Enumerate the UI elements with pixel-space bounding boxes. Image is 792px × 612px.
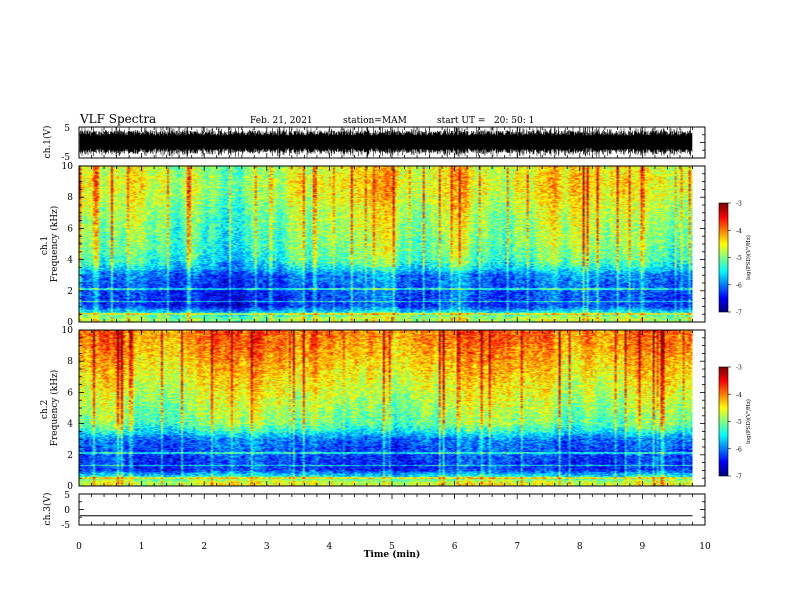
ch3-waveform-ylabel: ch.3(V) (42, 493, 53, 526)
ch2-spectrogram-ylabel: ch.2 Frequency (kHz) (40, 370, 60, 447)
figure-title: VLF Spectra (79, 112, 156, 126)
frequency-tick-label: 10 (62, 162, 74, 172)
colorbar-label: log(PSD)(V²/Hz) (745, 399, 752, 444)
ch2-frequency-tick-labels: 0 2 4 6 8 10 (62, 326, 74, 492)
start-time-label: start UT = 20: 50: 1 (437, 116, 534, 126)
time-tick-label: 2 (201, 542, 207, 552)
frequency-tick-label: 8 (67, 357, 73, 367)
time-tick-label: 6 (452, 542, 458, 552)
ch1-waveform-trace (79, 127, 693, 158)
colorbar-gradient (719, 203, 728, 312)
ch2-ylabel-channel: ch.2 (40, 400, 50, 419)
frequency-tick-label: 2 (67, 287, 73, 297)
time-axis-label: Time (min) (364, 549, 421, 560)
ch1-ylabel-channel: ch.1 (40, 236, 50, 255)
ch1-spectrogram-ylabel: ch.1 Frequency (kHz) (40, 206, 60, 283)
ch2-spectrogram-ticks (78, 329, 706, 487)
ch2-spectrogram-panel: 0 2 4 6 8 10 ch.2 Frequency (kHz) -3 -4 -5 -6 -7 l… (40, 326, 752, 492)
ch2-ylabel-frequency: Frequency (kHz) (49, 370, 60, 447)
frequency-tick-label: 4 (67, 256, 73, 266)
frequency-tick-label: 4 (67, 420, 73, 430)
frequency-tick-label: 6 (67, 224, 73, 234)
time-tick-label: 8 (577, 542, 583, 552)
frequency-tick-label: 6 (67, 388, 73, 398)
colorbar-gradient (719, 367, 728, 476)
ch1-ytick-bottom: -5 (61, 153, 70, 163)
ch1-spectrogram-image (79, 166, 693, 322)
frequency-tick-label: 8 (67, 193, 73, 203)
colorbar-tick-label: -6 (736, 282, 742, 289)
frequency-tick-label: 0 (67, 482, 73, 492)
time-tick-label: 5 (389, 542, 395, 552)
frequency-tick-label: 0 (67, 318, 73, 328)
ch1-waveform-ticks (78, 126, 706, 159)
time-tick-label: 4 (327, 542, 333, 552)
ch3-ytick-top: 5 (64, 491, 70, 501)
ch2-spectrogram-image (79, 330, 693, 486)
time-axis-tick-labels: 0 1 2 3 4 5 6 7 8 9 10 (76, 542, 711, 552)
colorbar-tick-label: -3 (736, 201, 742, 208)
date-label: Feb. 21, 2021 (250, 116, 313, 126)
frequency-tick-label: 2 (67, 451, 73, 461)
ch1-frequency-tick-labels: 0 2 4 6 8 10 (62, 162, 74, 328)
ch3-waveform-panel: 5 0 -5 ch.3(V) (42, 491, 706, 531)
time-tick-label: 9 (640, 542, 646, 552)
time-tick-label: 1 (139, 542, 145, 552)
colorbar-tick-label: -7 (736, 310, 742, 317)
ch1-spectrogram-panel: 0 2 4 6 8 10 ch.1 Frequency (kHz) -3 -4 -5 -6 -7 l… (40, 162, 752, 328)
colorbar-tick-label: -3 (736, 365, 742, 372)
colorbar-tick-label: -4 (736, 228, 742, 235)
ch2-colorbar: -3 -4 -5 -6 -7 log(PSD)(V²/Hz) (718, 365, 752, 481)
ch1-waveform-path (79, 127, 693, 158)
colorbar-tick-label: -6 (736, 446, 742, 453)
time-tick-label: 7 (514, 542, 520, 552)
station-label: station=MAM (343, 116, 407, 126)
time-tick-label: 3 (264, 542, 270, 552)
colorbar-tick-label: -5 (736, 419, 742, 426)
ch3-waveform-ticks (78, 493, 706, 526)
ch1-waveform-panel: 5 -5 ch.1(V) (42, 124, 706, 163)
ch3-ytick-mid: 0 (64, 506, 70, 516)
colorbar-tick-label: -5 (736, 255, 742, 262)
colorbar-label: log(PSD)(V²/Hz) (745, 235, 752, 280)
ch1-spectrogram-ticks (78, 165, 706, 323)
time-tick-label: 10 (699, 542, 711, 552)
ch1-waveform-ylabel: ch.1(V) (42, 126, 53, 159)
colorbar-tick-label: -4 (736, 392, 742, 399)
colorbar-tick-label: -7 (736, 474, 742, 481)
ch1-ytick-top: 5 (64, 124, 70, 134)
frequency-tick-label: 10 (62, 326, 74, 336)
ch3-ytick-bottom: -5 (61, 521, 70, 531)
ch1-colorbar: -3 -4 -5 -6 -7 log(PSD)(V²/Hz) (718, 201, 752, 317)
ch1-ylabel-frequency: Frequency (kHz) (49, 206, 60, 283)
time-tick-label: 0 (76, 542, 82, 552)
